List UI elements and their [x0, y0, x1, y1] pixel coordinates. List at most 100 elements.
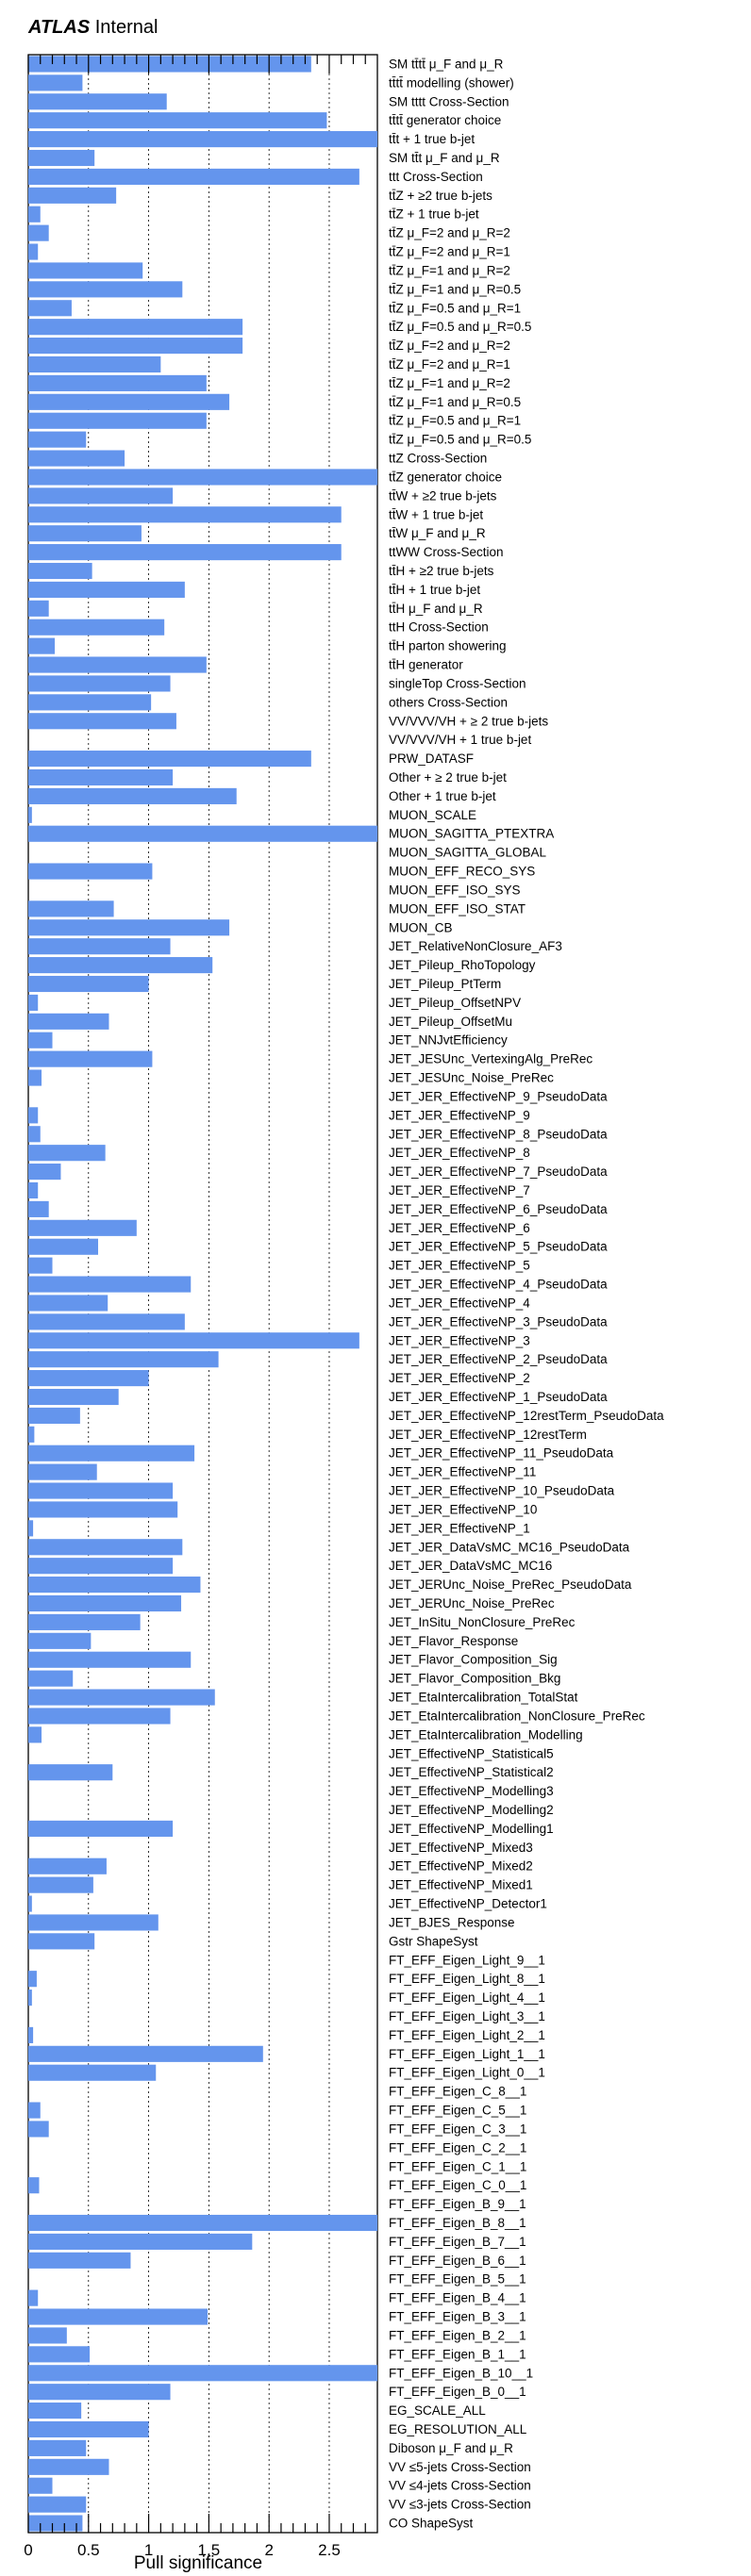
bar [28, 281, 183, 298]
category-label: JET_JER_EffectiveNP_5 [389, 1259, 530, 1273]
x-tick-label: 0 [24, 2541, 32, 2559]
category-label: JET_JER_EffectiveNP_8_PseudoData [389, 1127, 608, 1141]
bar [28, 112, 327, 129]
x-tick-label: 2.5 [318, 2541, 341, 2559]
x-tick-label: 1.5 [198, 2541, 221, 2559]
bar [28, 1764, 113, 1781]
category-label: ttZ Cross-Section [389, 452, 487, 466]
category-label: tt̄H + 1 true b-jet [389, 583, 480, 597]
category-label: JET_BJES_Response [389, 1915, 515, 1929]
bar [28, 562, 92, 580]
bar [28, 863, 153, 880]
category-label: CO ShapeSyst [389, 2517, 474, 2531]
category-label: FT_EFF_Eigen_C_0__1 [389, 2178, 526, 2192]
bar [28, 187, 117, 204]
category-label: JET_NNJvtEfficiency [389, 1033, 508, 1048]
bar [28, 1238, 98, 1255]
category-label: tt̄Z + ≥2 true b-jets [389, 189, 492, 203]
category-label: JET_JESUnc_Noise_PreRec [389, 1071, 554, 1085]
category-label: JET_Flavor_Composition_Bkg [389, 1672, 560, 1686]
category-label: FT_EFF_Eigen_B_2__1 [389, 2328, 526, 2342]
bar [28, 469, 377, 486]
category-label: JET_Pileup_RhoTopology [389, 958, 536, 972]
bar [28, 994, 39, 1011]
category-label: tt̄Z μ_F=1 and μ_R=2 [389, 263, 510, 277]
bar [28, 1689, 215, 1706]
category-labels: SM tt̄tt̄ μ_F and μ_R tt̄tt̄ modelling (s… [389, 57, 664, 2530]
category-label: JET_JER_DataVsMC_MC16_PseudoData [389, 1540, 630, 1554]
category-label: FT_EFF_Eigen_B_6__1 [389, 2254, 526, 2268]
bar [28, 1032, 53, 1049]
category-label: FT_EFF_Eigen_C_2__1 [389, 2140, 526, 2155]
category-label: JET_JER_EffectiveNP_8 [389, 1146, 530, 1160]
bar [28, 1181, 39, 1199]
category-label: tt̄Z μ_F=2 and μ_R=1 [389, 245, 510, 259]
category-label: FT_EFF_Eigen_Light_2__1 [389, 2028, 545, 2042]
bar [28, 1501, 178, 1518]
category-label: FT_EFF_Eigen_C_1__1 [389, 2159, 526, 2173]
bar [28, 1632, 92, 1649]
category-label: tt̄Z μ_F=0.5 and μ_R=1 [389, 414, 521, 428]
bar [28, 1971, 37, 1988]
category-label: tt̄Z μ_F=0.5 and μ_R=1 [389, 301, 521, 315]
category-label: VV/VVV/VH + 1 true b-jet [389, 733, 531, 747]
bar [28, 713, 176, 730]
category-label: VV/VVV/VH + ≥ 2 true b-jets [389, 714, 548, 728]
category-label: FT_EFF_Eigen_B_0__1 [389, 2385, 526, 2399]
category-label: FT_EFF_Eigen_C_3__1 [389, 2122, 526, 2136]
bar [28, 1200, 49, 1217]
bar [28, 1876, 93, 1893]
category-label: tt̄tt̄ modelling (shower) [389, 75, 514, 90]
bar [28, 825, 377, 842]
category-label: JET_JER_EffectiveNP_9 [389, 1108, 530, 1122]
x-ticks: 0 0.5 1 1.5 2 2.5 [24, 55, 366, 2559]
category-label: FT_EFF_Eigen_Light_9__1 [389, 1953, 545, 1967]
category-label: FT_EFF_Eigen_Light_8__1 [389, 1972, 545, 1986]
bar [28, 900, 114, 917]
category-label: SM tttt Cross-Section [389, 94, 509, 108]
bar [28, 1613, 141, 1630]
category-label: JET_JERUnc_Noise_PreRec_PseudoData [389, 1577, 632, 1592]
bar [28, 2327, 67, 2344]
bar [28, 2026, 34, 2043]
category-label: SM tt̄tt̄ μ_F and μ_R [389, 57, 504, 71]
bar [28, 1145, 106, 1162]
bar [28, 487, 174, 504]
category-label: tt̄Z μ_F=2 and μ_R=2 [389, 226, 510, 240]
bar [28, 1558, 174, 1575]
bar [28, 1013, 109, 1030]
bar [28, 919, 230, 936]
bar [28, 262, 143, 279]
bar [28, 1990, 32, 2006]
bar [28, 355, 161, 373]
bar [28, 393, 230, 410]
bar [28, 637, 56, 654]
bar [28, 2177, 40, 2194]
category-label: FT_EFF_Eigen_C_5__1 [389, 2104, 526, 2118]
category-label: JET_JER_EffectiveNP_6_PseudoData [389, 1202, 608, 1216]
category-label: tt̄Z generator choice [389, 470, 502, 484]
category-label: JET_Pileup_OffsetNPV [389, 996, 521, 1010]
bar [28, 56, 311, 73]
category-label: tt̄Z μ_F=0.5 and μ_R=0.5 [389, 433, 531, 447]
category-label: FT_EFF_Eigen_B_5__1 [389, 2272, 526, 2287]
bar [28, 1594, 182, 1612]
category-label: JET_EffectiveNP_Modelling3 [389, 1784, 554, 1798]
category-label: JET_JER_EffectiveNP_3_PseudoData [389, 1314, 608, 1329]
bar [28, 2403, 82, 2419]
x-axis-label: Pull significance [134, 2553, 262, 2573]
bar [28, 656, 207, 673]
category-label: JET_EffectiveNP_Mixed1 [389, 1878, 533, 1892]
category-label: tt̄H μ_F and μ_R [389, 602, 483, 616]
category-label: FT_EFF_Eigen_Light_4__1 [389, 1990, 545, 2005]
bar [28, 525, 142, 542]
bar [28, 581, 185, 598]
x-tick-label: 2 [264, 2541, 273, 2559]
category-label: FT_EFF_Eigen_B_9__1 [389, 2197, 526, 2211]
category-label: JET_JER_EffectiveNP_1_PseudoData [389, 1390, 608, 1404]
atlas-label: ATLAS Internal [28, 17, 158, 39]
bar [28, 338, 243, 355]
category-label: tt̄tt̄ generator choice [389, 113, 501, 127]
category-label: JET_EtaIntercalibration_Modelling [389, 1727, 583, 1742]
